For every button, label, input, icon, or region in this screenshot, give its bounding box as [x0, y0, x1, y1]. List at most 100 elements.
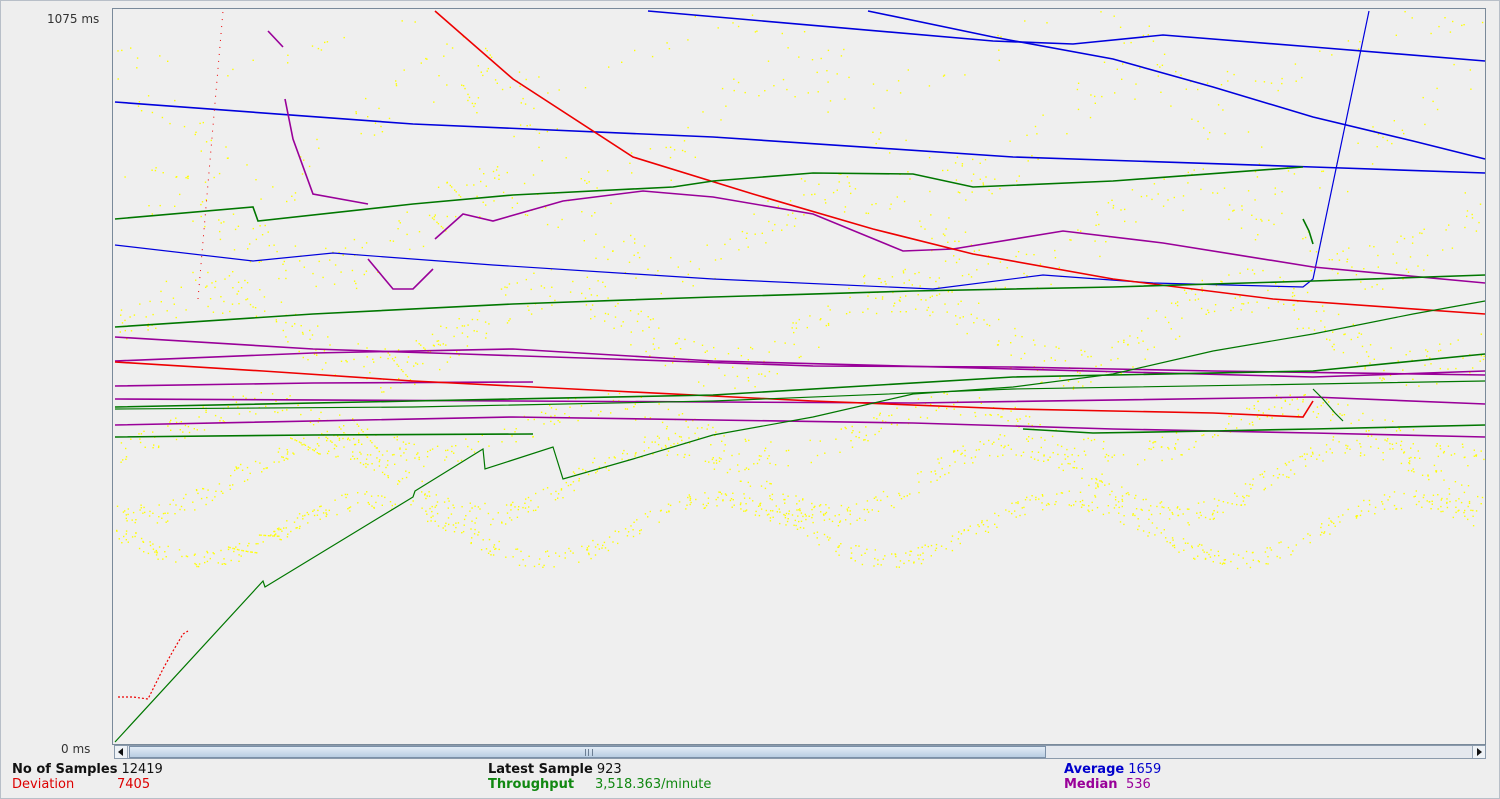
data-point [218, 172, 221, 175]
data-point [375, 501, 377, 504]
data-point [486, 50, 488, 52]
data-point [1060, 445, 1063, 448]
data-point [1422, 96, 1424, 99]
data-point [929, 314, 931, 317]
data-point [970, 457, 973, 459]
data-point [1203, 127, 1205, 129]
data-point [583, 240, 585, 242]
data-point [702, 503, 704, 506]
data-point [175, 316, 177, 319]
data-point [1297, 408, 1299, 411]
data-point [1328, 517, 1330, 520]
data-point [750, 346, 752, 349]
data-point [844, 98, 846, 100]
data-point [1073, 504, 1075, 506]
data-point [764, 487, 767, 490]
median-stat: Median 536 [1064, 777, 1151, 792]
data-point [1320, 320, 1322, 322]
data-point [1332, 414, 1334, 416]
data-point [1450, 454, 1453, 456]
data-point [1253, 407, 1256, 410]
data-point [1245, 550, 1248, 553]
data-point [928, 85, 931, 87]
data-point [1210, 549, 1212, 551]
data-point [875, 297, 877, 299]
data-point [140, 507, 142, 509]
data-point [840, 428, 842, 430]
data-point [953, 450, 956, 452]
data-point [994, 287, 997, 289]
data-point [1323, 531, 1326, 533]
data-point [961, 275, 964, 277]
data-point [706, 244, 708, 246]
data-point [285, 321, 287, 324]
data-point [805, 518, 807, 521]
data-point [448, 523, 450, 526]
data-point [798, 520, 800, 523]
data-point [490, 523, 492, 526]
data-point [124, 329, 126, 332]
data-point [447, 449, 449, 451]
data-point [633, 521, 635, 523]
data-point [325, 247, 327, 250]
data-point [854, 188, 857, 190]
data-point [1182, 195, 1185, 197]
data-point [1058, 347, 1060, 350]
data-point [597, 414, 600, 416]
data-point [223, 421, 226, 423]
median-line [284, 98, 369, 205]
data-point [594, 212, 596, 214]
data-point [1216, 511, 1219, 513]
data-point [776, 511, 778, 513]
data-point [1096, 211, 1098, 213]
data-point [1021, 507, 1023, 509]
data-point [474, 528, 476, 531]
data-point [442, 343, 444, 345]
data-point [278, 447, 281, 450]
data-point [1443, 450, 1445, 453]
scroll-left-button[interactable] [115, 746, 128, 758]
data-point [470, 448, 473, 451]
data-point [1286, 476, 1288, 478]
data-point [516, 548, 519, 550]
data-point [1278, 542, 1280, 544]
data-point [1289, 394, 1291, 396]
data-point [490, 554, 492, 556]
data-point [1108, 483, 1110, 485]
data-point [263, 296, 266, 298]
data-point [1281, 191, 1283, 193]
data-point [778, 508, 780, 510]
data-point [997, 414, 999, 416]
data-point [1181, 454, 1183, 456]
data-point [278, 535, 280, 537]
data-point [322, 512, 325, 514]
data-point [325, 436, 327, 438]
data-point [1080, 349, 1082, 351]
data-point [514, 506, 516, 508]
horizontal-scrollbar[interactable] [114, 745, 1486, 759]
data-point [775, 505, 777, 507]
data-point [958, 240, 960, 243]
data-point [249, 303, 252, 306]
data-point [276, 535, 279, 537]
data-point [696, 427, 699, 429]
data-point [329, 259, 331, 261]
scroll-right-button[interactable] [1472, 746, 1485, 758]
data-point [445, 456, 448, 458]
data-point [1193, 557, 1195, 560]
data-point [398, 481, 401, 483]
data-point [783, 513, 785, 516]
data-point [737, 25, 740, 28]
data-point [578, 480, 580, 482]
data-point [888, 415, 890, 417]
data-point [390, 387, 392, 389]
data-point [991, 443, 994, 445]
scroll-thumb[interactable] [129, 746, 1046, 758]
triangle-left-icon [118, 748, 123, 756]
data-point [1338, 259, 1341, 261]
data-point [303, 266, 305, 268]
data-point [1188, 448, 1190, 450]
data-point [754, 386, 756, 388]
data-point [596, 294, 598, 297]
data-point [226, 157, 229, 159]
